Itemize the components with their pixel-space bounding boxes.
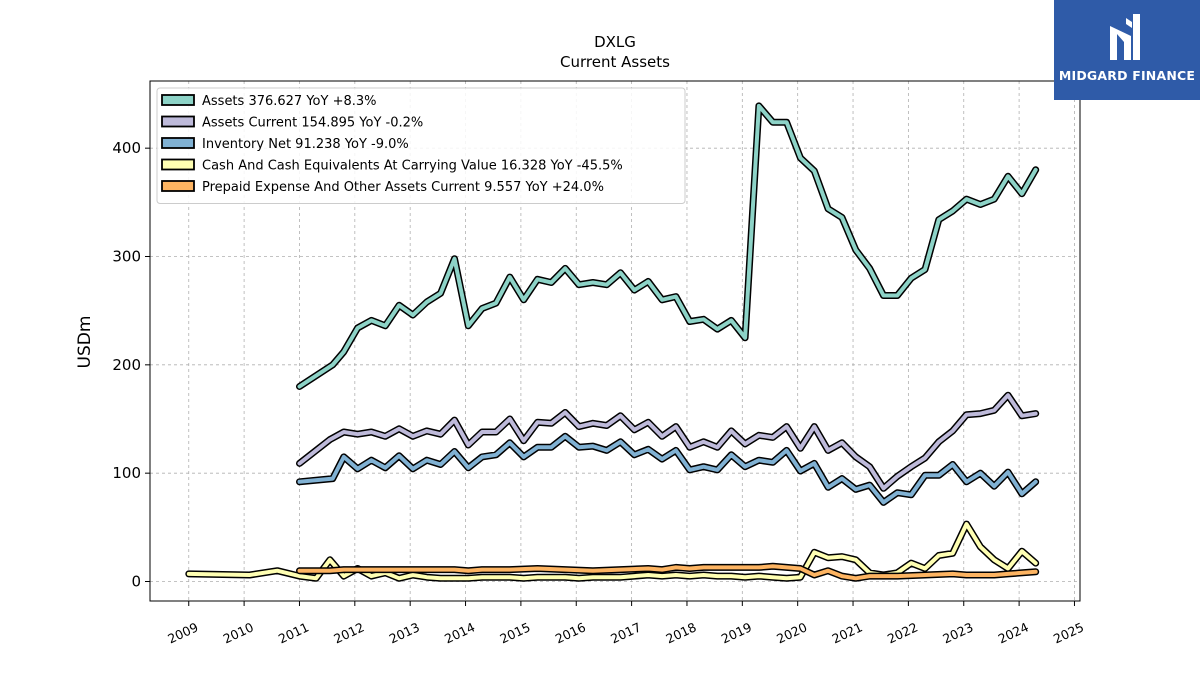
legend-box	[156, 87, 686, 204]
chart-subtitle: Current Assets	[560, 53, 670, 71]
x-tick-label: 2010	[221, 619, 256, 646]
legend-entry: Cash And Cash Equivalents At Carrying Va…	[202, 159, 623, 174]
x-tick-label: 2012	[331, 619, 366, 646]
legend-entry: Prepaid Expense And Other Assets Current…	[202, 180, 604, 195]
legend-swatch	[161, 115, 195, 128]
y-tick-label: 400	[112, 139, 141, 157]
plot-frame	[149, 80, 1081, 602]
series-line-cash-and-cash-equivalents-at-carrying-value	[186, 522, 1038, 581]
y-tick-label: 100	[112, 464, 141, 482]
legend-entry: Inventory Net 91.238 YoY -9.0%	[202, 137, 409, 152]
x-tick-label: 2024	[996, 619, 1031, 646]
y-tick-label: 0	[131, 573, 141, 591]
legend-swatch	[161, 137, 195, 149]
x-tick-label: 2017	[608, 619, 643, 646]
x-tick-label: 2009	[165, 619, 200, 646]
x-tick-label: 2019	[719, 619, 754, 646]
legend-swatch	[161, 158, 195, 171]
series-outline-inventory-net	[296, 432, 1040, 506]
y-tick-label: 300	[112, 248, 141, 266]
midgard-finance-logo: MIDGARD FINANCE	[1054, 0, 1200, 100]
series-line-assets	[297, 103, 1038, 389]
x-tick-label: 2023	[940, 619, 975, 646]
legend-entry: Assets 376.627 YoY +8.3%	[202, 94, 377, 109]
x-tick-label: 2018	[663, 619, 698, 646]
x-tick-label: 2014	[442, 619, 477, 646]
series-line-inventory-net	[297, 434, 1038, 505]
x-tick-label: 2013	[387, 619, 422, 646]
legend-swatch	[161, 180, 195, 192]
x-tick-label: 2011	[276, 619, 311, 646]
x-tick-label: 2022	[885, 619, 920, 646]
legend-swatch	[161, 94, 195, 106]
series-line-assets-current	[297, 393, 1038, 491]
logo-wordmark: MIDGARD FINANCE	[1058, 68, 1196, 83]
x-tick-label: 2016	[553, 619, 588, 646]
chart-title: DXLG	[594, 33, 636, 51]
x-tick-label: 2020	[774, 619, 809, 646]
y-tick-label: 200	[112, 356, 141, 374]
y-axis-label: USDm	[75, 316, 95, 369]
x-tick-label: 2021	[830, 619, 865, 646]
legend: Assets 376.627 YoY +8.3% Assets Current 1…	[156, 87, 686, 204]
series-lines	[185, 102, 1040, 582]
series-line-prepaid-expense-and-other-assets-current	[297, 564, 1038, 581]
x-tick-label: 2025	[1051, 619, 1086, 646]
legend-entry: Assets Current 154.895 YoY -0.2%	[202, 116, 423, 131]
x-tick-label: 2015	[497, 619, 532, 646]
logo-mark-icon	[1110, 14, 1140, 60]
